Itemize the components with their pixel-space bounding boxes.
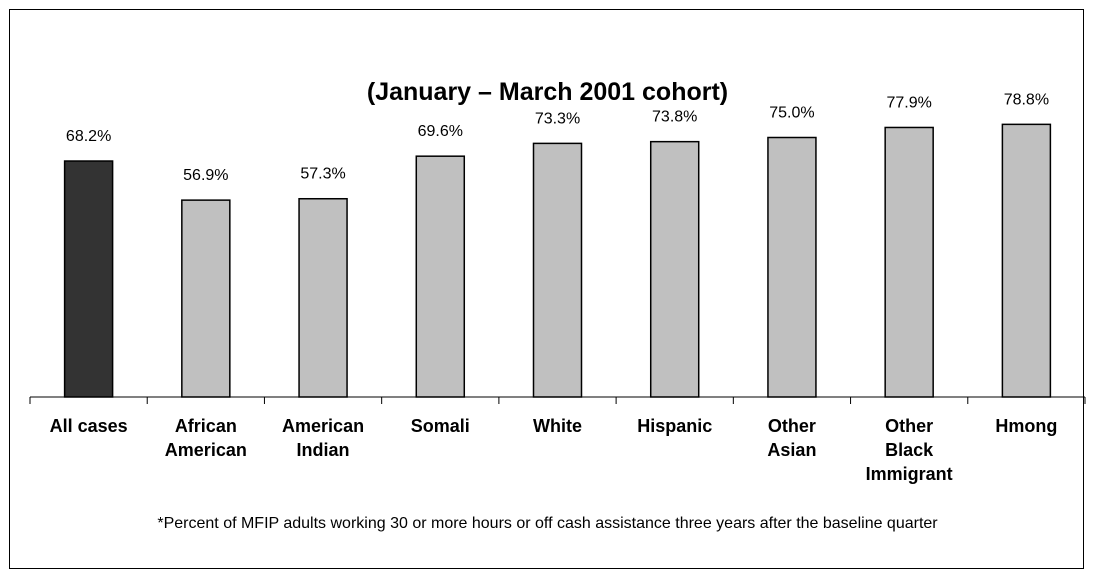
category-label: Hispanic [637, 416, 712, 436]
data-label: 78.8% [1004, 91, 1049, 108]
x-axis [29, 396, 1086, 404]
category-label: African American [165, 416, 247, 460]
category-label: White [533, 416, 582, 436]
bar [298, 197, 348, 398]
data-label: 75.0% [769, 105, 814, 122]
data-label: 69.6% [418, 123, 463, 140]
category-labels: All cases African American American Indian So… [50, 416, 1058, 484]
data-label: 57.3% [300, 166, 345, 183]
chart-footnote: *Percent of MFIP adults working 30 or mo… [157, 515, 938, 532]
category-label: Hmong [995, 416, 1057, 436]
bar [63, 160, 114, 398]
category-label: All cases [50, 416, 128, 436]
bar [181, 199, 231, 398]
bar [1001, 123, 1052, 398]
data-label: 77.9% [886, 94, 931, 111]
bar [767, 136, 817, 398]
category-label: Other Black Immigrant [866, 416, 953, 484]
chart-title: (January – March 2001 cohort) [366, 78, 729, 106]
category-label: Other Asian [767, 416, 816, 460]
bar [884, 126, 934, 398]
bar [415, 155, 466, 398]
category-label: Somali [411, 416, 470, 436]
bar [532, 142, 583, 398]
bar [649, 140, 700, 398]
data-label: 68.2% [66, 128, 111, 145]
value-labels: 68.2% 56.9% 57.3% 69.6% 73.3% 73.8% 75.0% 77.9%… [66, 91, 1049, 184]
data-label: 56.9% [183, 167, 228, 184]
data-label: 73.3% [535, 110, 580, 127]
category-label: American Indian [282, 416, 364, 460]
bars [63, 123, 1052, 398]
data-label: 73.8% [652, 109, 697, 126]
